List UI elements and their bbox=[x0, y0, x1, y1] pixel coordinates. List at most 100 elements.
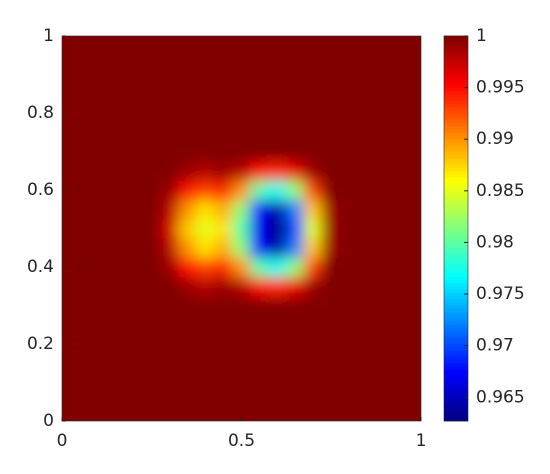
heatmap-cell bbox=[196, 179, 216, 201]
heatmap-cell bbox=[321, 179, 341, 201]
colorbar-step bbox=[444, 173, 468, 178]
colorbar-tick-label: 0.97 bbox=[476, 336, 514, 356]
colorbar-step bbox=[444, 359, 468, 364]
colorbar-step bbox=[444, 356, 468, 361]
heatmap-cell bbox=[339, 410, 359, 421]
heatmap-cell bbox=[411, 36, 421, 47]
heatmap-cell bbox=[160, 199, 180, 220]
heatmap-cell bbox=[124, 160, 144, 181]
heatmap-cell bbox=[249, 36, 269, 47]
heatmap-cell bbox=[321, 314, 341, 335]
heatmap-cell bbox=[303, 391, 323, 412]
heatmap-cell bbox=[160, 333, 180, 355]
heatmap-cell bbox=[88, 199, 108, 220]
colorbar-step bbox=[444, 414, 468, 419]
heatmap-cell bbox=[106, 199, 126, 220]
heatmap-cell bbox=[321, 102, 341, 124]
heatmap-cell bbox=[232, 410, 251, 421]
colorbar-step bbox=[444, 346, 468, 351]
heatmap-cell bbox=[232, 372, 251, 393]
colorbar-step bbox=[444, 90, 468, 95]
colorbar-step bbox=[444, 388, 468, 393]
heatmap-cell bbox=[339, 237, 359, 258]
heatmap-cell bbox=[178, 45, 198, 66]
heatmap-cell bbox=[88, 237, 108, 258]
colorbar-step bbox=[444, 192, 468, 197]
heatmap-cell bbox=[142, 237, 162, 258]
heatmap-cell bbox=[142, 218, 162, 239]
colorbar-step bbox=[444, 308, 468, 313]
heatmap-cell bbox=[196, 372, 216, 393]
heatmap-cell bbox=[62, 391, 72, 412]
heatmap-cell bbox=[393, 45, 413, 66]
heatmap-cell bbox=[88, 353, 108, 374]
colorbar-tick-label: 0.975 bbox=[476, 284, 525, 304]
heatmap-cell bbox=[88, 333, 108, 355]
heatmap-cell bbox=[124, 218, 144, 239]
colorbar-step bbox=[444, 218, 468, 223]
heatmap-cell bbox=[357, 276, 377, 297]
heatmap-cell bbox=[375, 83, 395, 104]
heatmap-cell bbox=[411, 64, 421, 85]
heatmap-cell bbox=[70, 160, 90, 181]
heatmap-cell bbox=[357, 36, 377, 47]
heatmap-cell bbox=[357, 256, 377, 278]
heatmap-cell bbox=[303, 160, 323, 181]
heatmap-cell bbox=[357, 333, 377, 355]
colorbar-step bbox=[444, 285, 468, 290]
heatmap-cell bbox=[375, 391, 395, 412]
heatmap-cell bbox=[160, 36, 180, 47]
heatmap-cell bbox=[339, 64, 359, 85]
heatmap-cell bbox=[178, 122, 198, 143]
heatmap-cell bbox=[411, 45, 421, 66]
heatmap-cell bbox=[303, 64, 323, 85]
heatmap-cell bbox=[62, 353, 72, 374]
heatmap-cell bbox=[249, 179, 269, 201]
heatmap-cell bbox=[267, 256, 287, 278]
heatmap-cell bbox=[411, 276, 421, 297]
colorbar-step bbox=[444, 42, 468, 46]
heatmap-cell bbox=[285, 314, 305, 335]
heatmap-cell bbox=[321, 199, 341, 220]
heatmap-cell bbox=[62, 160, 72, 181]
y-tick-label: 0.2 bbox=[27, 334, 54, 354]
colorbar-step bbox=[444, 401, 468, 406]
heatmap-cell bbox=[375, 45, 395, 66]
heatmap-cell bbox=[62, 218, 72, 239]
colorbar-step bbox=[444, 289, 468, 293]
heatmap-cell bbox=[321, 256, 341, 278]
heatmap-cell bbox=[232, 391, 251, 412]
colorbar-step bbox=[444, 180, 468, 184]
heatmap-cell bbox=[357, 45, 377, 66]
heatmap-cell bbox=[411, 122, 421, 143]
heatmap-cell bbox=[249, 102, 269, 124]
colorbar-step bbox=[444, 253, 468, 258]
heatmap-cell bbox=[393, 218, 413, 239]
colorbar-step bbox=[444, 292, 468, 297]
colorbar-step bbox=[444, 215, 468, 220]
heatmap-cell bbox=[232, 333, 251, 355]
heatmap-cell bbox=[70, 141, 90, 162]
heatmap-cell bbox=[249, 353, 269, 374]
heatmap-cell bbox=[178, 36, 198, 47]
heatmap-cell bbox=[214, 237, 234, 258]
heatmap-cell bbox=[214, 102, 234, 124]
heatmap-cell bbox=[411, 141, 421, 162]
colorbar-tick-label: 0.98 bbox=[476, 232, 514, 252]
heatmap-cell bbox=[375, 237, 395, 258]
heatmap-cell bbox=[285, 372, 305, 393]
heatmap-cell bbox=[249, 295, 269, 316]
colorbar-step bbox=[444, 87, 468, 91]
y-tick-label: 1 bbox=[43, 26, 54, 46]
heatmap-cell bbox=[70, 102, 90, 124]
heatmap-cell bbox=[285, 83, 305, 104]
heatmap-cell bbox=[303, 36, 323, 47]
colorbar-step bbox=[444, 74, 468, 79]
colorbar-step bbox=[444, 164, 468, 168]
heatmap-cell bbox=[88, 314, 108, 335]
colorbar-step bbox=[444, 77, 468, 82]
heatmap-cell bbox=[267, 237, 287, 258]
heatmap-cell bbox=[124, 237, 144, 258]
colorbar-step bbox=[444, 407, 468, 412]
heatmap-cell bbox=[232, 64, 251, 85]
